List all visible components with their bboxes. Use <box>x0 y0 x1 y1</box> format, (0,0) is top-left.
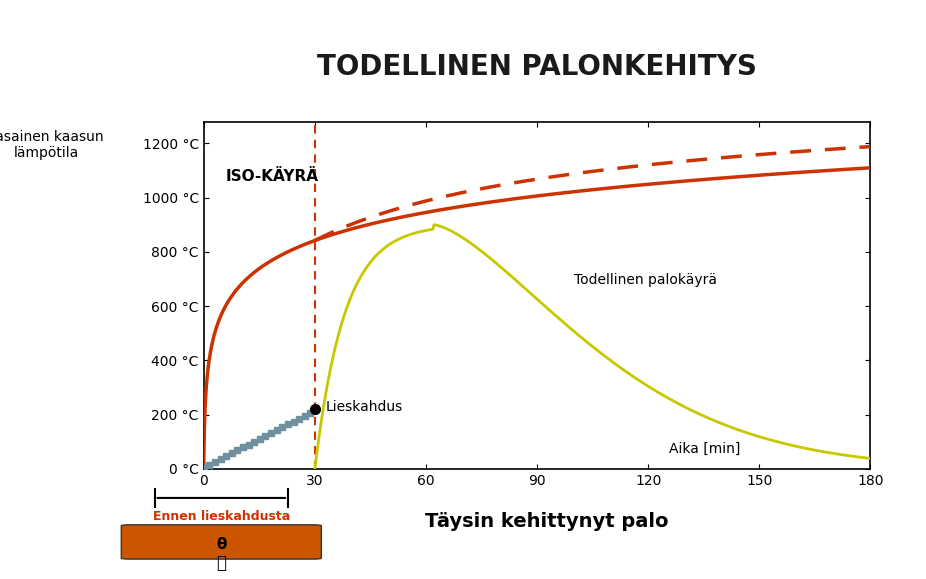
FancyBboxPatch shape <box>121 525 321 559</box>
Text: Tasainen kaasun
lämpötila: Tasainen kaasun lämpötila <box>0 130 104 160</box>
Text: Aika [min]: Aika [min] <box>669 442 741 456</box>
Text: ISO-KÄYRÄ: ISO-KÄYRÄ <box>226 169 319 184</box>
Text: θ: θ <box>216 537 227 552</box>
Text: TODELLINEN PALONKEHITYS: TODELLINEN PALONKEHITYS <box>317 53 757 80</box>
Text: Ennen lieskahdusta: Ennen lieskahdusta <box>153 510 290 523</box>
Text: 🔥: 🔥 <box>217 554 226 572</box>
Text: Lieskahdus: Lieskahdus <box>326 400 403 413</box>
Text: Täysin kehittynyt palo: Täysin kehittynyt palo <box>425 512 668 530</box>
Text: Todellinen palokäyrä: Todellinen palokäyrä <box>574 273 717 287</box>
